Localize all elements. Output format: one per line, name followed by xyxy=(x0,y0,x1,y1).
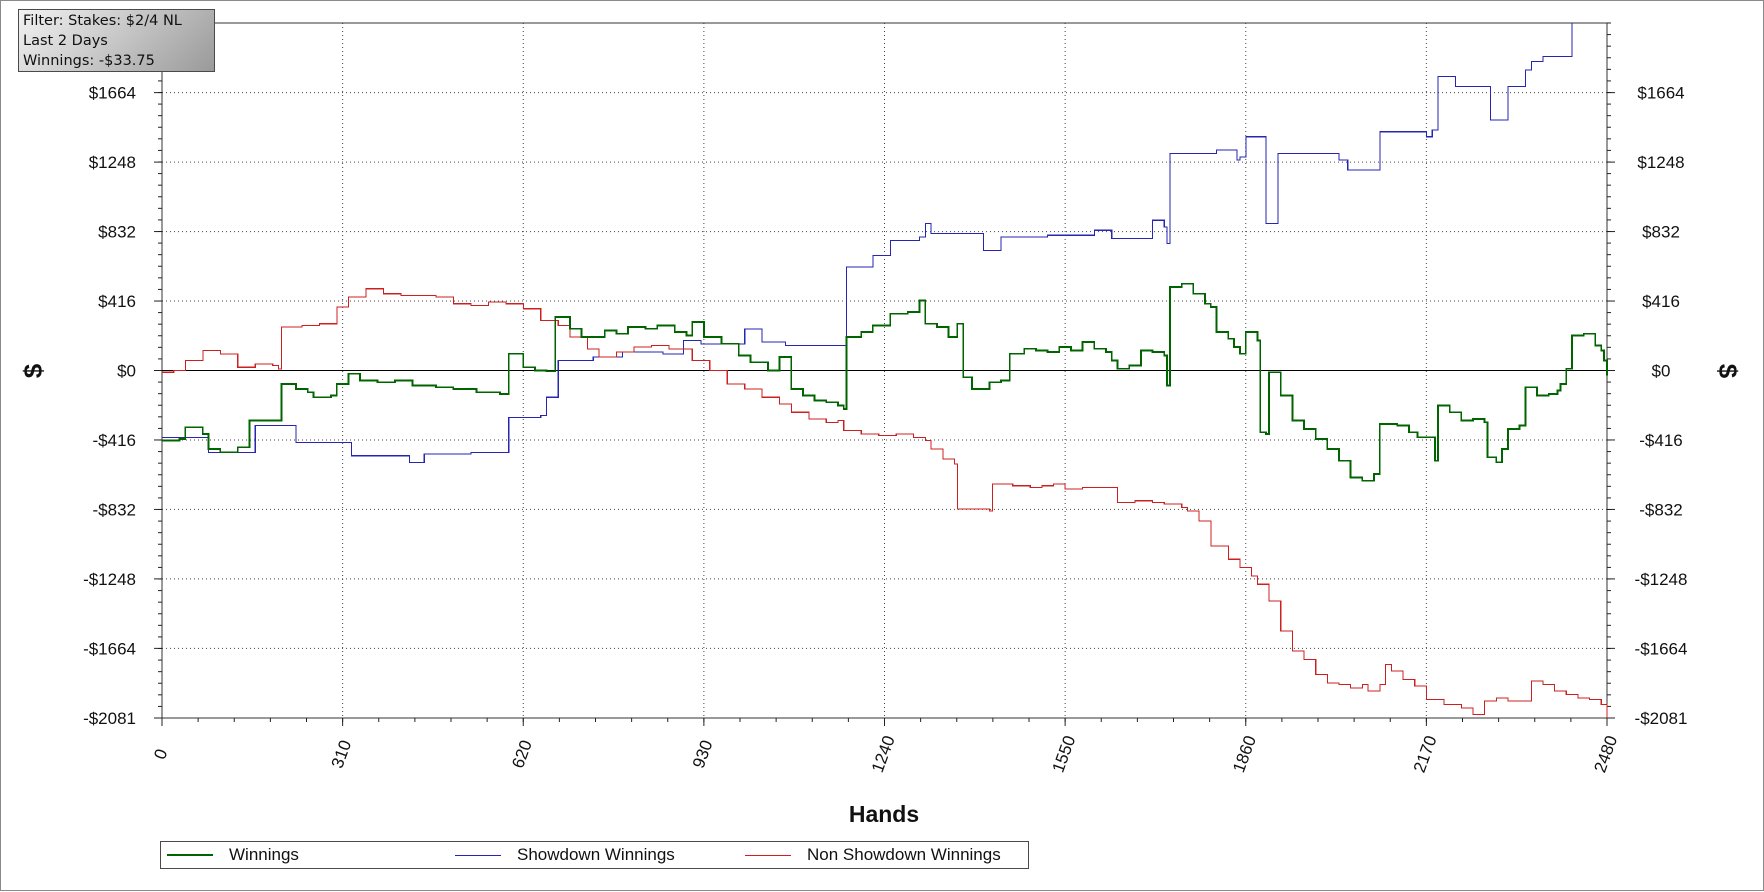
y-tick-label-right: $1248 xyxy=(1637,153,1684,172)
x-axis-title: Hands xyxy=(849,801,919,827)
y-tick-label-left: -$2081 xyxy=(83,709,136,728)
legend-swatch-non-showdown xyxy=(745,854,791,856)
y-tick-label-left: $1664 xyxy=(89,84,136,103)
x-tick-label: 2480 xyxy=(1590,733,1621,775)
y-tick-label-right: -$416 xyxy=(1639,431,1682,450)
y-tick-label-left: $0 xyxy=(117,362,136,381)
y-tick-label-right: $832 xyxy=(1642,223,1680,242)
x-tick-label: 930 xyxy=(689,738,717,771)
showdown-winnings-line xyxy=(162,23,1573,463)
legend-item-non-showdown: Non Showdown Winnings xyxy=(745,842,1001,868)
filter-info-box: Filter: Stakes: $2/4 NL Last 2 Days Winn… xyxy=(18,9,215,72)
x-tick-label: 1550 xyxy=(1049,733,1080,775)
y-tick-label-left: $416 xyxy=(98,292,136,311)
y-tick-label-right: -$2081 xyxy=(1635,709,1688,728)
legend-swatch-showdown xyxy=(455,854,501,856)
y-tick-label-right: $1664 xyxy=(1637,84,1684,103)
x-tick-label: 1240 xyxy=(868,733,899,775)
legend-label-winnings: Winnings xyxy=(229,845,299,864)
y-tick-label-left: -$416 xyxy=(93,431,136,450)
y-tick-label-right: -$1664 xyxy=(1635,639,1688,658)
legend-item-showdown: Showdown Winnings xyxy=(455,842,675,868)
x-tick-label: 310 xyxy=(328,738,356,771)
y-axis-title-right: $ xyxy=(1713,364,1743,379)
y-tick-label-left: -$832 xyxy=(93,500,136,519)
legend-swatch-winnings xyxy=(167,854,213,856)
y-tick-label-right: -$1248 xyxy=(1635,570,1688,589)
y-tick-label-left: $832 xyxy=(98,223,136,242)
x-tick-label: 0 xyxy=(150,746,171,761)
axes: 0 310 620 930 1240 1550 1860 2170 2480 $1664 $1664… xyxy=(83,22,1688,775)
x-tick-label: 620 xyxy=(508,738,536,771)
legend: Winnings Showdown Winnings Non Showdown … xyxy=(160,841,1029,869)
filter-line-winnings: Winnings: -$33.75 xyxy=(23,53,155,69)
y-tick-label-left: $1248 xyxy=(89,153,136,172)
legend-item-winnings: Winnings xyxy=(167,842,299,868)
legend-label-showdown: Showdown Winnings xyxy=(517,845,675,864)
y-tick-label-left: -$1664 xyxy=(83,639,136,658)
series xyxy=(162,23,1608,718)
x-tick-label: 1860 xyxy=(1229,733,1260,775)
y-tick-label-right: $0 xyxy=(1652,362,1671,381)
y-tick-label-right: -$832 xyxy=(1639,500,1682,519)
legend-label-non-showdown: Non Showdown Winnings xyxy=(807,845,1001,864)
x-tick-label: 2170 xyxy=(1410,733,1441,775)
y-axis-title-left: $ xyxy=(18,363,48,378)
filter-line-period: Last 2 Days xyxy=(23,33,108,49)
winnings-line xyxy=(162,282,1608,482)
non-showdown-winnings-line xyxy=(162,288,1608,718)
filter-line-stakes: Filter: Stakes: $2/4 NL xyxy=(23,13,182,29)
y-tick-label-right: $416 xyxy=(1642,292,1680,311)
y-tick-label-left: -$1248 xyxy=(83,570,136,589)
